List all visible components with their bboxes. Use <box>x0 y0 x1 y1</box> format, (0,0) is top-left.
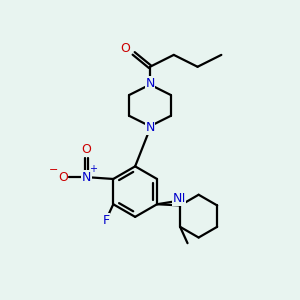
Text: N: N <box>176 192 185 205</box>
Text: F: F <box>102 214 110 227</box>
Text: N: N <box>145 121 155 134</box>
Text: +: + <box>89 164 97 174</box>
Text: O: O <box>58 171 68 184</box>
Text: O: O <box>82 143 92 156</box>
Text: −: − <box>49 165 58 175</box>
Text: N: N <box>145 76 155 90</box>
Text: N: N <box>82 171 91 184</box>
Text: O: O <box>120 42 130 55</box>
Text: N: N <box>173 192 182 206</box>
